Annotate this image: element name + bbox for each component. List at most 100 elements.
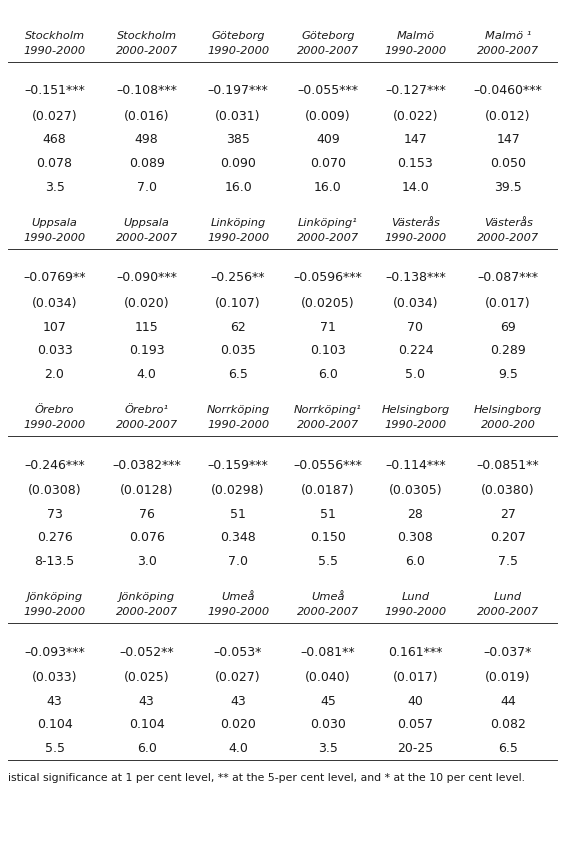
Text: (0.027): (0.027) bbox=[32, 110, 77, 123]
Text: (0.033): (0.033) bbox=[32, 671, 77, 684]
Text: 7.0: 7.0 bbox=[136, 181, 157, 194]
Text: 43: 43 bbox=[139, 695, 155, 708]
Text: 0.104: 0.104 bbox=[129, 719, 165, 732]
Text: (0.0205): (0.0205) bbox=[301, 297, 355, 310]
Text: 20-25: 20-25 bbox=[398, 742, 434, 755]
Text: Norrköping¹: Norrköping¹ bbox=[294, 405, 362, 415]
Text: –0.0596***: –0.0596*** bbox=[293, 271, 362, 284]
Text: –0.114***: –0.114*** bbox=[385, 459, 446, 472]
Text: 4.0: 4.0 bbox=[136, 368, 157, 381]
Text: 107: 107 bbox=[43, 321, 67, 334]
Text: Malmö: Malmö bbox=[396, 31, 434, 41]
Text: 9.5: 9.5 bbox=[498, 368, 518, 381]
Text: 0.076: 0.076 bbox=[129, 531, 165, 544]
Text: 2000-2007: 2000-2007 bbox=[116, 233, 178, 243]
Text: (0.031): (0.031) bbox=[215, 110, 261, 123]
Text: –0.087***: –0.087*** bbox=[478, 271, 539, 284]
Text: 2000-2007: 2000-2007 bbox=[477, 46, 539, 56]
Text: Västerås: Västerås bbox=[391, 218, 440, 228]
Text: 28: 28 bbox=[408, 508, 424, 521]
Text: 62: 62 bbox=[230, 321, 246, 334]
Text: Umeå: Umeå bbox=[221, 592, 255, 602]
Text: Jönköping: Jönköping bbox=[27, 592, 82, 602]
Text: 6.0: 6.0 bbox=[136, 742, 157, 755]
Text: 0.103: 0.103 bbox=[310, 344, 346, 357]
Text: –0.037*: –0.037* bbox=[484, 645, 532, 658]
Text: (0.012): (0.012) bbox=[485, 110, 531, 123]
Text: –0.127***: –0.127*** bbox=[385, 85, 446, 98]
Text: (0.027): (0.027) bbox=[215, 671, 261, 684]
Text: –0.081**: –0.081** bbox=[301, 645, 355, 658]
Text: –0.053*: –0.053* bbox=[214, 645, 262, 658]
Text: 8-13.5: 8-13.5 bbox=[34, 555, 74, 568]
Text: –0.159***: –0.159*** bbox=[208, 459, 268, 472]
Text: –0.108***: –0.108*** bbox=[116, 85, 177, 98]
Text: –0.0851**: –0.0851** bbox=[477, 459, 539, 472]
Text: (0.016): (0.016) bbox=[124, 110, 169, 123]
Text: (0.0380): (0.0380) bbox=[481, 484, 535, 497]
Text: 4.0: 4.0 bbox=[228, 742, 248, 755]
Text: 2000-2007: 2000-2007 bbox=[116, 420, 178, 430]
Text: (0.0128): (0.0128) bbox=[120, 484, 173, 497]
Text: 0.161***: 0.161*** bbox=[388, 645, 443, 658]
Text: 1990-2000: 1990-2000 bbox=[385, 420, 447, 430]
Text: –0.138***: –0.138*** bbox=[385, 271, 446, 284]
Text: 5.5: 5.5 bbox=[45, 742, 64, 755]
Text: 7.0: 7.0 bbox=[228, 555, 248, 568]
Text: Uppsala: Uppsala bbox=[124, 218, 170, 228]
Text: (0.017): (0.017) bbox=[393, 671, 438, 684]
Text: –0.090***: –0.090*** bbox=[116, 271, 177, 284]
Text: 409: 409 bbox=[316, 133, 340, 146]
Text: 0.078: 0.078 bbox=[37, 157, 73, 170]
Text: (0.034): (0.034) bbox=[32, 297, 77, 310]
Text: 6.0: 6.0 bbox=[406, 555, 425, 568]
Text: 1990-2000: 1990-2000 bbox=[24, 607, 86, 618]
Text: 0.030: 0.030 bbox=[310, 719, 346, 732]
Text: 385: 385 bbox=[226, 133, 250, 146]
Text: 0.153: 0.153 bbox=[398, 157, 433, 170]
Text: 7.5: 7.5 bbox=[498, 555, 518, 568]
Text: 498: 498 bbox=[135, 133, 158, 146]
Text: (0.040): (0.040) bbox=[305, 671, 351, 684]
Text: 73: 73 bbox=[47, 508, 63, 521]
Text: 2000-2007: 2000-2007 bbox=[297, 607, 359, 618]
Text: 147: 147 bbox=[496, 133, 520, 146]
Text: 27: 27 bbox=[500, 508, 516, 521]
Text: –0.151***: –0.151*** bbox=[24, 85, 85, 98]
Text: 39.5: 39.5 bbox=[494, 181, 522, 194]
Text: 71: 71 bbox=[320, 321, 336, 334]
Text: Stockholm: Stockholm bbox=[24, 31, 85, 41]
Text: 2.0: 2.0 bbox=[45, 368, 64, 381]
Text: 0.207: 0.207 bbox=[490, 531, 526, 544]
Text: 6.5: 6.5 bbox=[498, 742, 518, 755]
Text: 69: 69 bbox=[500, 321, 516, 334]
Text: 1990-2000: 1990-2000 bbox=[385, 46, 447, 56]
Text: (0.0298): (0.0298) bbox=[212, 484, 265, 497]
Text: 51: 51 bbox=[320, 508, 336, 521]
Text: Örebro¹: Örebro¹ bbox=[125, 405, 169, 415]
Text: 51: 51 bbox=[230, 508, 246, 521]
Text: Örebro: Örebro bbox=[35, 405, 74, 415]
Text: 468: 468 bbox=[43, 133, 67, 146]
Text: –0.0460***: –0.0460*** bbox=[474, 85, 543, 98]
Text: Lund: Lund bbox=[402, 592, 430, 602]
Text: (0.020): (0.020) bbox=[124, 297, 169, 310]
Text: 0.057: 0.057 bbox=[398, 719, 434, 732]
Text: 3.0: 3.0 bbox=[136, 555, 157, 568]
Text: 3.5: 3.5 bbox=[45, 181, 64, 194]
Text: 1990-2000: 1990-2000 bbox=[207, 233, 269, 243]
Text: (0.0187): (0.0187) bbox=[301, 484, 355, 497]
Text: 1990-2000: 1990-2000 bbox=[385, 607, 447, 618]
Text: istical significance at 1 per cent level, ** at the 5-per cent level, and * at t: istical significance at 1 per cent level… bbox=[8, 772, 526, 783]
Text: 1990-2000: 1990-2000 bbox=[24, 420, 86, 430]
Text: 0.150: 0.150 bbox=[310, 531, 346, 544]
Text: Uppsala: Uppsala bbox=[32, 218, 77, 228]
Text: (0.009): (0.009) bbox=[305, 110, 351, 123]
Text: 0.033: 0.033 bbox=[37, 344, 72, 357]
Text: 14.0: 14.0 bbox=[402, 181, 429, 194]
Text: Stockholm: Stockholm bbox=[117, 31, 177, 41]
Text: 6.5: 6.5 bbox=[228, 368, 248, 381]
Text: 0.308: 0.308 bbox=[398, 531, 433, 544]
Text: –0.256**: –0.256** bbox=[211, 271, 265, 284]
Text: 0.104: 0.104 bbox=[37, 719, 72, 732]
